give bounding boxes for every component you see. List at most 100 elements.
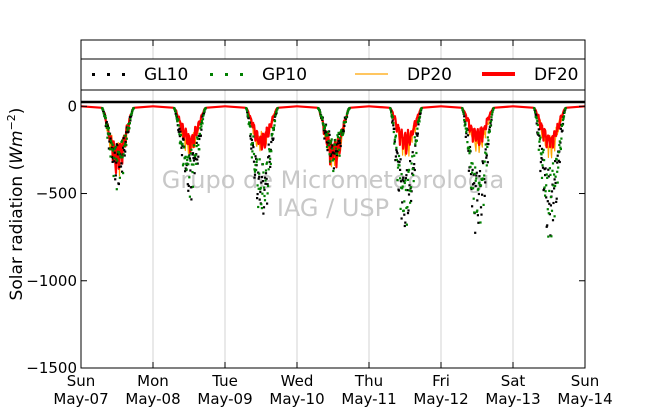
point-gp10 — [328, 153, 331, 156]
plot-frame — [80, 39, 586, 369]
point-gl10 — [338, 139, 341, 142]
point-gl10 — [250, 138, 253, 141]
point-gp10 — [411, 167, 414, 171]
point-gl10 — [330, 153, 333, 156]
point-gp10 — [419, 110, 422, 113]
point-gl10 — [257, 177, 260, 180]
legend: GL10 GP10 DP20 DF20 — [80, 58, 586, 91]
x-tick-label-0: Sun — [67, 372, 96, 390]
point-gp10 — [340, 129, 343, 132]
point-gp10 — [322, 123, 325, 126]
point-gp10 — [338, 148, 341, 151]
point-gl10 — [553, 187, 556, 190]
point-gp10 — [120, 140, 123, 143]
point-gp10 — [185, 162, 188, 165]
point-gp10 — [118, 176, 121, 179]
point-gp10 — [461, 107, 464, 110]
point-gl10 — [120, 162, 123, 165]
point-gl10 — [263, 188, 266, 191]
point-gp10 — [478, 181, 481, 184]
point-gp10 — [323, 126, 326, 129]
point-gp10 — [397, 154, 401, 158]
point-gl10 — [262, 206, 266, 209]
point-gp10 — [115, 188, 118, 191]
point-gp10 — [272, 128, 275, 132]
point-gp10 — [488, 130, 491, 133]
point-gp10 — [546, 208, 549, 211]
point-gp10 — [191, 185, 195, 188]
point-gp10 — [258, 158, 261, 161]
point-gl10 — [106, 123, 109, 126]
legend-marker-gl10-2 — [122, 73, 125, 76]
point-gp10 — [200, 125, 203, 128]
point-gp10 — [107, 128, 110, 131]
point-gl10 — [482, 162, 485, 165]
point-gl10 — [399, 158, 402, 161]
point-gl10 — [471, 205, 474, 208]
legend-label-dp20: DP20 — [407, 65, 452, 85]
point-gp10 — [179, 140, 182, 143]
point-gl10 — [399, 168, 402, 171]
point-gl10 — [102, 110, 105, 113]
point-gl10 — [546, 224, 549, 227]
point-gl10 — [484, 148, 487, 151]
point-gp10 — [333, 143, 336, 146]
point-gp10 — [192, 163, 195, 166]
point-gp10 — [418, 115, 422, 118]
point-gl10 — [105, 122, 108, 125]
point-gp10 — [393, 142, 396, 145]
point-gp10 — [108, 133, 111, 136]
point-gp10 — [105, 123, 108, 126]
point-gp10 — [390, 114, 393, 117]
point-gl10 — [122, 137, 125, 140]
point-gp10 — [109, 139, 113, 143]
point-gl10 — [335, 154, 339, 157]
y-axis-label-unit: Wm — [7, 130, 27, 163]
point-gl10 — [463, 120, 466, 123]
point-gl10 — [256, 193, 259, 196]
point-gp10 — [252, 152, 256, 156]
y-tick-label-1: −500 — [36, 185, 77, 203]
point-gl10 — [393, 140, 396, 143]
point-gp10 — [197, 143, 200, 147]
point-gp10 — [254, 163, 257, 167]
point-gp10 — [331, 147, 334, 150]
point-gl10 — [184, 170, 187, 173]
point-gp10 — [562, 115, 566, 118]
point-gl10 — [546, 200, 549, 203]
point-gp10 — [173, 108, 176, 111]
legend-label-gl10: GL10 — [144, 65, 188, 85]
point-gp10 — [476, 209, 479, 212]
point-gl10 — [481, 193, 484, 196]
point-gl10 — [196, 162, 199, 165]
point-gl10 — [333, 152, 336, 155]
point-gp10 — [127, 123, 130, 126]
point-gl10 — [331, 144, 334, 147]
point-gp10 — [271, 132, 274, 136]
point-gl10 — [129, 115, 133, 118]
point-gl10 — [398, 160, 401, 164]
point-gp10 — [106, 132, 109, 135]
point-gl10 — [195, 141, 198, 144]
point-gl10 — [471, 168, 474, 171]
point-gl10 — [400, 217, 403, 220]
point-gp10 — [250, 156, 253, 159]
point-gp10 — [396, 178, 399, 182]
point-gp10 — [548, 189, 551, 192]
series-points-gp10 — [101, 107, 567, 238]
point-gp10 — [403, 200, 406, 203]
point-gp10 — [402, 209, 405, 212]
point-gp10 — [534, 111, 537, 114]
point-gl10 — [326, 149, 329, 152]
point-gl10 — [544, 174, 547, 177]
point-gl10 — [328, 133, 331, 136]
point-gl10 — [403, 213, 406, 216]
point-gl10 — [260, 181, 263, 184]
point-gp10 — [533, 107, 536, 110]
y-axis-label-close: ) — [7, 108, 27, 115]
point-gl10 — [121, 170, 124, 173]
point-gl10 — [197, 134, 200, 138]
point-gp10 — [104, 117, 107, 120]
point-gp10 — [253, 168, 256, 171]
